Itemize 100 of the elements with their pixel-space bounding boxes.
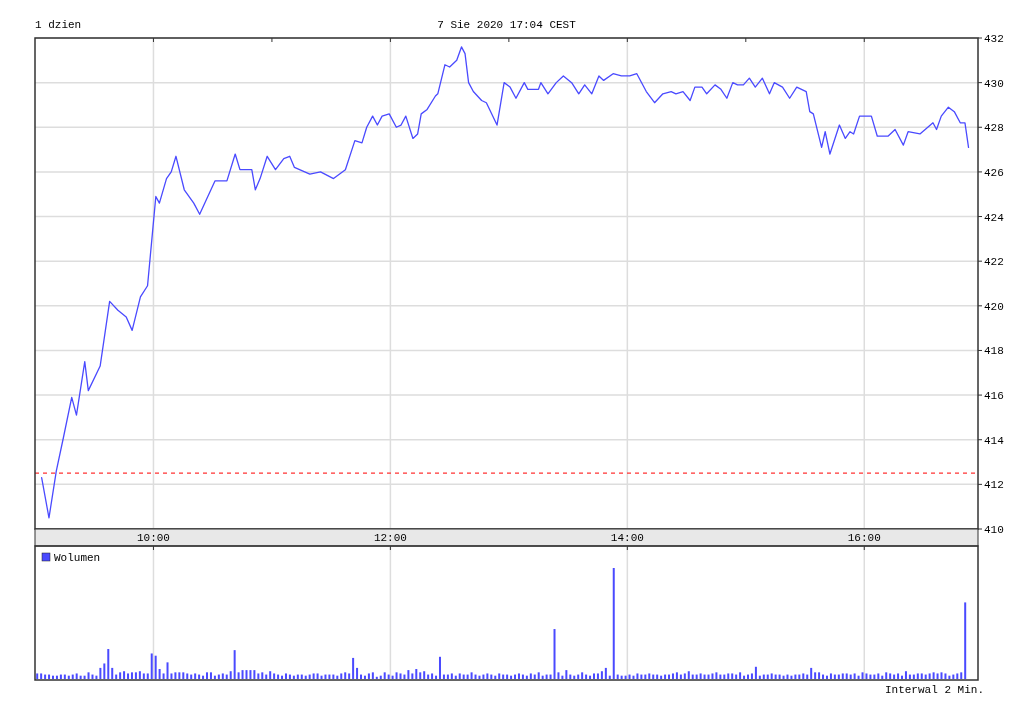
bar — [154, 655, 157, 679]
bar — [186, 673, 189, 679]
bar — [916, 673, 919, 679]
bar — [162, 673, 165, 679]
bar — [419, 672, 422, 679]
bar — [249, 670, 252, 679]
bar — [229, 671, 232, 679]
bar — [253, 670, 256, 679]
bar — [841, 673, 844, 679]
bar — [257, 673, 260, 679]
bar — [371, 672, 374, 679]
y-tick-label: 430 — [984, 77, 1004, 90]
bar — [146, 673, 149, 679]
bar — [99, 667, 102, 679]
y-tick-label: 422 — [984, 256, 1004, 269]
bar — [127, 673, 130, 679]
bar — [395, 672, 398, 679]
y-tick-label: 414 — [984, 434, 1005, 447]
bar — [529, 673, 532, 679]
bar — [885, 672, 888, 679]
bar — [150, 653, 153, 679]
bar — [956, 673, 959, 679]
bar — [498, 673, 501, 679]
bar — [612, 568, 615, 679]
bar — [470, 672, 473, 679]
bar — [596, 673, 599, 679]
bar — [565, 670, 568, 679]
bar — [438, 656, 441, 679]
bar — [399, 673, 402, 679]
y-tick-label: 410 — [984, 524, 1004, 536]
bar — [269, 671, 272, 679]
bar — [138, 671, 141, 679]
bar — [687, 671, 690, 679]
y-tick-label: 420 — [984, 300, 1004, 313]
bar — [814, 672, 817, 679]
bar — [904, 671, 907, 679]
bar — [245, 670, 248, 679]
bar — [348, 673, 351, 679]
bar — [375, 676, 378, 679]
bar — [960, 672, 963, 679]
y-tick-label: 426 — [984, 166, 1004, 179]
bar — [711, 673, 714, 679]
bar — [174, 672, 177, 679]
bar — [810, 667, 813, 679]
bar — [36, 673, 39, 679]
bar — [182, 672, 185, 679]
bar — [134, 672, 137, 679]
bar — [581, 672, 584, 679]
bar — [770, 673, 773, 679]
y-tick-label: 432 — [984, 33, 1004, 45]
line-series — [40, 46, 970, 519]
bar — [123, 671, 126, 679]
bar — [221, 673, 224, 679]
bar — [356, 667, 359, 679]
bar — [889, 673, 892, 679]
bar — [920, 673, 923, 679]
bar — [600, 671, 603, 679]
y-tick-label: 424 — [984, 211, 1005, 224]
bar — [261, 672, 264, 679]
bar — [111, 667, 114, 679]
bar — [754, 666, 757, 679]
y-tick-label: 416 — [984, 390, 1004, 403]
bar — [119, 672, 122, 679]
bar — [928, 673, 931, 679]
bar — [431, 673, 434, 679]
bar — [731, 673, 734, 679]
bar — [877, 673, 880, 679]
bar — [130, 672, 133, 679]
bar — [517, 673, 520, 679]
bar — [699, 673, 702, 679]
bar — [727, 673, 730, 679]
bar — [233, 650, 236, 679]
bar — [897, 673, 900, 679]
bar — [316, 673, 319, 679]
bar — [486, 673, 489, 679]
chart-subtitle: 7 Sie 2020 17:04 CEST — [437, 19, 577, 31]
text: Interwal 2 Min. — [884, 684, 984, 696]
bar — [964, 602, 967, 679]
bar — [423, 671, 426, 679]
bar — [237, 672, 240, 679]
bar — [853, 673, 856, 679]
x-tick-label: 12:00 — [373, 532, 407, 544]
bar — [648, 673, 651, 679]
bar — [861, 672, 864, 679]
bar — [671, 673, 674, 679]
bar — [75, 673, 78, 679]
x-tick-label: 16:00 — [847, 532, 881, 544]
bar — [312, 673, 315, 679]
bar — [818, 672, 821, 679]
y-tick-label: 412 — [984, 479, 1004, 492]
bar — [411, 673, 414, 679]
bar — [829, 673, 832, 679]
bar — [739, 672, 742, 679]
bar — [715, 672, 718, 679]
bar — [40, 673, 43, 679]
bar — [209, 672, 212, 679]
bar — [383, 672, 386, 679]
bar — [273, 673, 276, 679]
bar — [683, 673, 686, 679]
bar — [158, 669, 161, 679]
